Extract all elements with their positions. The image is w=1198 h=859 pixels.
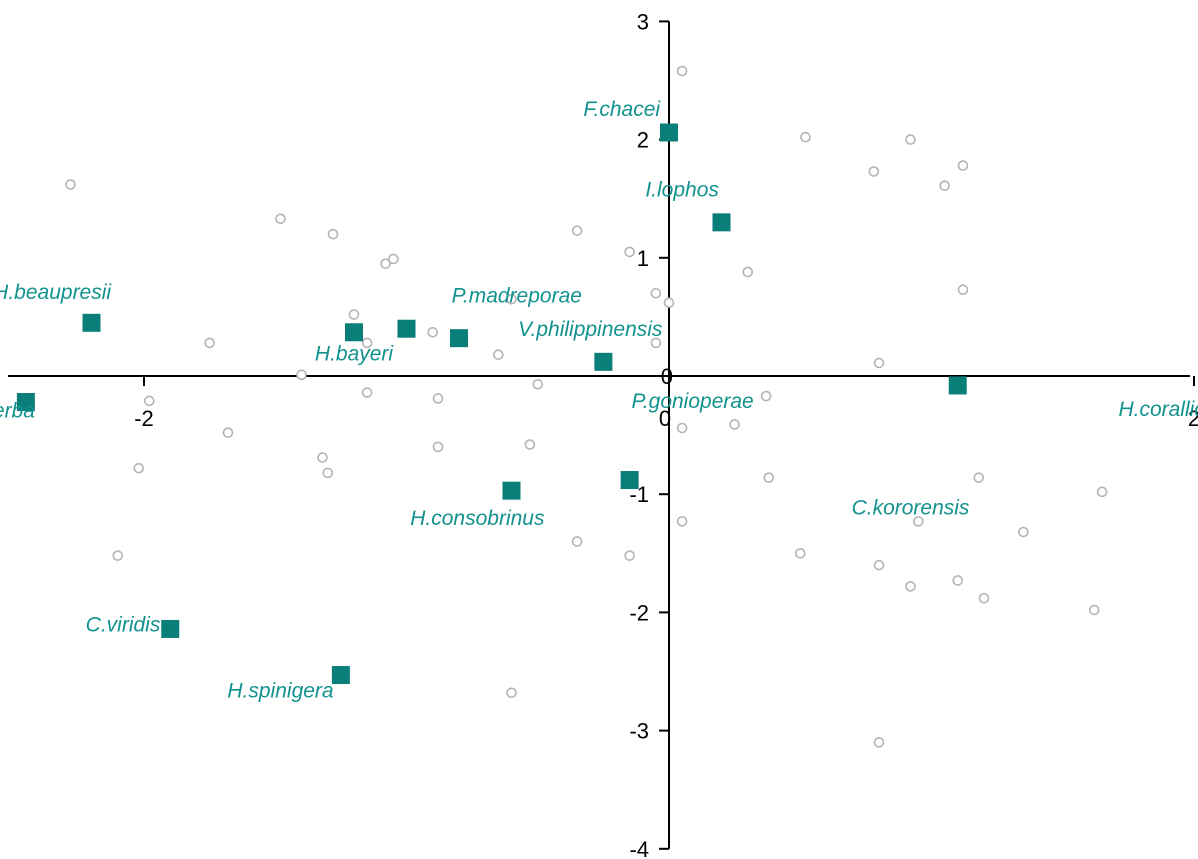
background-point — [204, 337, 215, 349]
species-label: H.spinigera — [227, 680, 333, 703]
background-point — [952, 575, 964, 586]
species-point — [712, 213, 731, 232]
species-label: C.superba — [0, 399, 35, 422]
background-point — [327, 228, 339, 240]
species-point — [345, 323, 363, 342]
background-point — [296, 369, 307, 381]
background-point — [112, 550, 124, 561]
background-point — [380, 258, 391, 270]
background-point — [506, 687, 517, 699]
background-point — [676, 516, 688, 527]
species-label: H.beaupresii — [0, 281, 112, 304]
species-label: F.chacei — [583, 98, 661, 121]
background-point — [676, 422, 688, 434]
background-point — [873, 357, 885, 369]
species-point — [620, 471, 639, 490]
background-point — [506, 293, 517, 305]
y-tick-label: -2 — [629, 600, 649, 625]
background-point — [742, 266, 754, 278]
background-point — [913, 516, 924, 527]
y-tick-label: -3 — [629, 719, 649, 744]
background-point — [650, 287, 662, 299]
species-label: V.philippinensis — [518, 318, 663, 341]
x-axis-ticks: -4-2024 — [134, 376, 1198, 431]
background-point — [957, 284, 969, 296]
background-point — [361, 387, 373, 398]
background-point — [957, 160, 969, 171]
y-tick-label: -4 — [629, 837, 649, 859]
species-point — [331, 666, 350, 685]
background-point — [524, 439, 536, 450]
background-point — [348, 309, 360, 320]
x-tick-label: -2 — [134, 406, 154, 431]
background-point — [663, 297, 675, 309]
background-point — [532, 378, 544, 390]
species-label: H.consobrinus — [410, 507, 545, 530]
background-point — [432, 393, 444, 404]
background-point — [905, 134, 916, 145]
background-point — [624, 246, 635, 258]
species-label: P.gonioperae — [632, 390, 754, 413]
background-point — [143, 395, 155, 407]
background-point — [1096, 486, 1108, 498]
y-tick-label: 0 — [661, 364, 673, 389]
background-point — [973, 472, 985, 483]
background-point — [571, 225, 583, 236]
species-point — [161, 619, 180, 638]
background-point — [427, 326, 439, 338]
data-points — [16, 65, 1108, 748]
background-point — [624, 550, 635, 561]
background-point — [676, 65, 688, 77]
species-labels: F.chacei I.lophos H.beaupresii P.madreporae… — [0, 98, 1198, 703]
background-point — [794, 547, 806, 559]
y-tick-label: 2 — [637, 128, 649, 153]
background-point — [133, 462, 145, 474]
background-point — [222, 427, 234, 439]
x-tick-label: 2 — [1188, 406, 1198, 431]
species-label: P.madreporae — [452, 285, 582, 308]
background-point — [763, 472, 775, 483]
y-tick-label: 1 — [637, 246, 649, 271]
species-point — [660, 123, 678, 142]
background-point — [388, 253, 399, 265]
background-point — [275, 213, 286, 225]
species-point — [502, 481, 521, 500]
species-point — [594, 352, 613, 371]
background-point — [322, 467, 334, 479]
background-point — [650, 337, 662, 349]
background-point — [868, 166, 880, 177]
background-point — [361, 337, 373, 349]
background-point — [873, 737, 885, 748]
species-label: H.bayeri — [315, 343, 395, 366]
background-point — [1018, 526, 1029, 538]
y-tick-label: 3 — [637, 9, 649, 34]
background-point — [1088, 604, 1100, 616]
background-point — [939, 180, 950, 191]
background-point — [760, 390, 772, 402]
species-label: H.corallicola — [1118, 398, 1198, 421]
background-point — [493, 349, 504, 361]
species-label: C.viridis — [86, 613, 161, 636]
background-point — [729, 419, 740, 430]
species-point — [450, 329, 468, 348]
species-point — [16, 393, 35, 412]
species-point — [948, 376, 967, 395]
background-point — [432, 441, 444, 453]
background-point — [65, 179, 76, 190]
background-point — [873, 559, 885, 571]
species-label: I.lophos — [645, 178, 719, 201]
background-point — [571, 536, 583, 547]
background-point — [905, 581, 916, 592]
species-label: C.kororensis — [852, 496, 970, 519]
species-point — [82, 313, 101, 332]
x-tick-label: 0 — [659, 406, 671, 431]
background-point — [800, 131, 811, 143]
background-point — [978, 592, 990, 604]
species-point — [397, 319, 416, 338]
background-point — [317, 452, 328, 463]
